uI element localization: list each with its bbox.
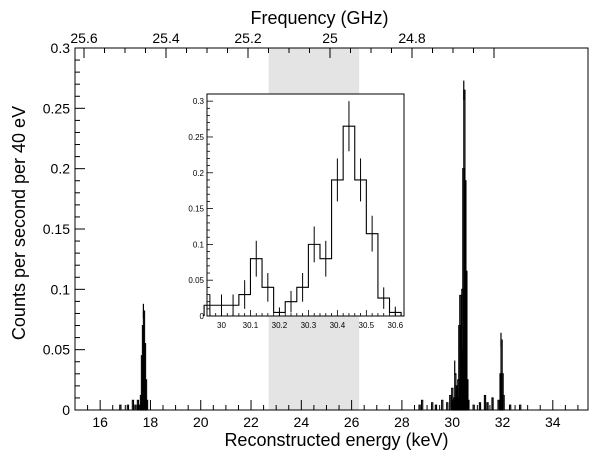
histogram-bin xyxy=(431,402,434,411)
inset-frame xyxy=(206,93,405,317)
x2-tick-label: 24.8 xyxy=(398,30,425,46)
y-axis-title: Counts per second per 40 eV xyxy=(9,106,29,340)
x2-tick-label: 25.4 xyxy=(152,30,179,46)
histogram-bin xyxy=(472,404,475,411)
histogram-bin xyxy=(131,399,135,411)
inset-x-tick-label: 30 xyxy=(217,321,226,330)
histogram-bin xyxy=(434,404,438,411)
inset-histogram xyxy=(203,101,402,316)
histogram-bin xyxy=(418,404,421,411)
y-tick-label: 0 xyxy=(62,402,70,418)
inset-axis-ticks: 30 30.1 30.2 30.3 30.4 30.5 30.6 0 0.05 0.1 0.15 0.… xyxy=(188,97,403,330)
x2-tick-label: 25.6 xyxy=(70,30,97,46)
histogram-bin xyxy=(508,404,512,411)
top-axis-title: Frequency (GHz) xyxy=(250,8,388,28)
histogram-bin xyxy=(483,394,487,411)
inset-y-tick-label: 0.1 xyxy=(193,240,205,249)
y-tick-label: 0.3 xyxy=(51,40,71,56)
x-tick-label: 18 xyxy=(143,414,159,430)
x-tick-label: 26 xyxy=(344,414,360,430)
x2-tick-label: 25.2 xyxy=(234,30,261,46)
histogram-bin xyxy=(491,397,494,411)
x-tick-label: 28 xyxy=(394,414,410,430)
histogram-bin xyxy=(449,394,452,411)
histogram-bin xyxy=(486,402,489,411)
inset-y-tick-label: 0.05 xyxy=(188,276,204,285)
histogram-bin xyxy=(478,402,482,411)
x-tick-label: 20 xyxy=(193,414,209,430)
x-axis-title: Reconstructed energy (keV) xyxy=(224,430,448,450)
histogram-bin xyxy=(119,404,122,411)
inset-x-tick-label: 30.5 xyxy=(359,321,375,330)
y-tick-label: 0.2 xyxy=(51,161,71,177)
inset-y-tick-label: 0.25 xyxy=(188,133,204,142)
y-tick-label: 0.05 xyxy=(43,342,70,358)
histogram-bin xyxy=(420,399,424,411)
inset-x-tick-label: 30.1 xyxy=(243,321,259,330)
inset-x-tick-label: 30.4 xyxy=(330,321,346,330)
inset-y-tick-label: 0.2 xyxy=(193,169,205,178)
x-tick-label: 32 xyxy=(495,414,511,430)
main-axis-ticks: 16 18 20 22 24 26 28 30 32 34 0 0.05 0.1 0.15 0.2 0.25 0… xyxy=(43,30,579,430)
inset-y-tick-label: 0.15 xyxy=(188,205,204,214)
y-tick-label: 0.25 xyxy=(43,100,70,116)
x-tick-label: 22 xyxy=(243,414,259,430)
y-tick-label: 0.1 xyxy=(51,281,71,297)
histogram-bin xyxy=(134,404,137,411)
inset-x-tick-label: 30.6 xyxy=(388,321,404,330)
histogram-bin xyxy=(126,404,130,411)
inset-panel: 30 30.1 30.2 30.3 30.4 30.5 30.6 0 0.05 0.1 0.15 0.… xyxy=(188,93,405,330)
inset-y-tick-label: 0.3 xyxy=(193,97,205,106)
y-tick-label: 0.15 xyxy=(43,221,70,237)
histogram-bin xyxy=(441,399,444,411)
x-tick-label: 24 xyxy=(294,414,310,430)
histogram-bin xyxy=(497,399,500,411)
inset-x-tick-label: 30.3 xyxy=(301,321,317,330)
inset-y-tick-label: 0 xyxy=(200,312,205,321)
histogram-bin xyxy=(519,404,522,411)
x-tick-label: 34 xyxy=(545,414,561,430)
x-tick-label: 16 xyxy=(92,414,108,430)
x2-tick-label: 25 xyxy=(322,30,338,46)
histogram-bin xyxy=(446,402,449,411)
inset-x-tick-label: 30.2 xyxy=(272,321,288,330)
x-tick-label: 30 xyxy=(444,414,460,430)
